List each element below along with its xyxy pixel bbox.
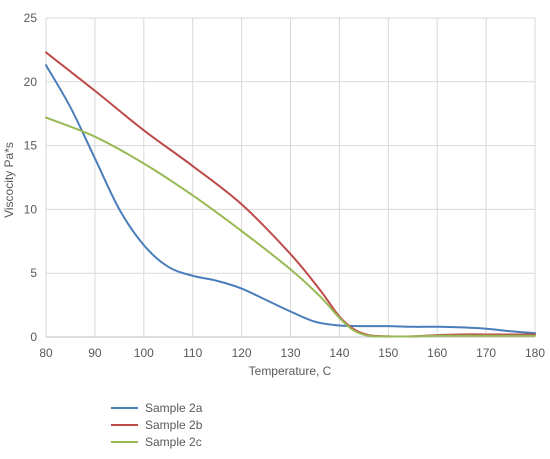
y-tick-label: 5 (30, 266, 37, 280)
y-tick-label: 10 (24, 202, 38, 216)
series-lines (45, 51, 536, 338)
x-tick-label: 110 (183, 346, 202, 360)
x-tick-label: 90 (88, 346, 102, 360)
y-tick-label: 25 (24, 11, 38, 25)
y-tick-label: 15 (24, 139, 38, 153)
x-axis-title: Temperature, C (249, 364, 332, 378)
series-line-sample-2b (45, 51, 536, 338)
series-line-sample-2a (45, 64, 536, 335)
x-tick-label: 160 (427, 346, 447, 360)
x-tick-label: 150 (378, 346, 398, 360)
x-tick-label: 130 (280, 346, 300, 360)
x-tick-label: 80 (39, 346, 53, 360)
x-tick-label: 140 (329, 346, 349, 360)
y-tick-label: 0 (30, 330, 37, 344)
legend-label-sample-2a: Sample 2a (145, 401, 203, 415)
x-tick-label: 100 (134, 346, 154, 360)
tick-labels: 80 90 100 110 120 130 140 150 160 170 180 0 5 10 15 20 2… (24, 11, 546, 360)
x-tick-label: 180 (525, 346, 545, 360)
legend: Sample 2a Sample 2b Sample 2c (111, 401, 203, 449)
x-tick-label: 120 (232, 346, 252, 360)
grid (46, 17, 536, 337)
x-tick-label: 170 (476, 346, 496, 360)
legend-label-sample-2c: Sample 2c (145, 435, 202, 449)
legend-label-sample-2b: Sample 2b (145, 418, 203, 432)
series-line-sample-2c (45, 116, 536, 338)
axes (45, 18, 535, 338)
y-tick-label: 20 (24, 75, 38, 89)
y-axis-title: Viscocity Pa*s (2, 142, 16, 218)
